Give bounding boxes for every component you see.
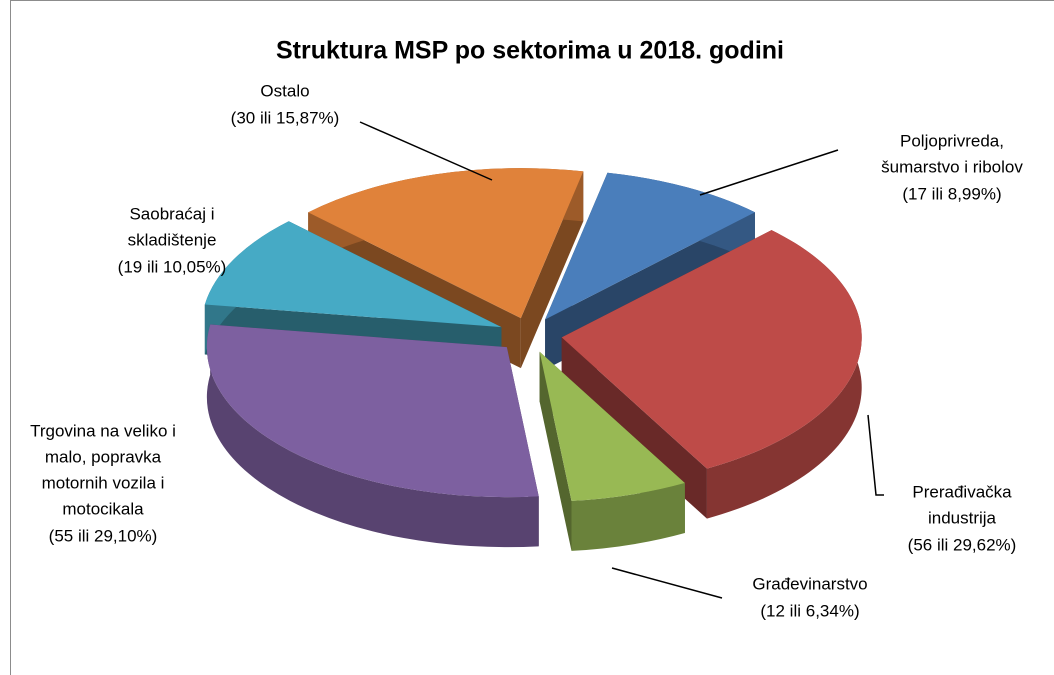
slice-label: Poljoprivreda, (900, 131, 1004, 150)
slice-label: Prerađivačka (912, 482, 1012, 501)
slice-label: šumarstvo i ribolov (881, 157, 1023, 176)
value-label: (17 ili 8,99%) (902, 184, 1001, 203)
slice-label: motornih vozila i (42, 473, 165, 492)
slice-label: Saobraćaj i (129, 204, 214, 223)
slice-label: motocikala (62, 499, 144, 518)
slice-label: Trgovina na veliko i (30, 421, 176, 440)
value-label: (55 ili 29,10%) (49, 526, 158, 545)
value-label: (12 ili 6,34%) (760, 601, 859, 620)
leader-line (867, 414, 884, 496)
slice (561, 230, 862, 469)
slice-label: Ostalo (260, 81, 309, 100)
slice-label: malo, popravka (45, 447, 162, 466)
slice-group (206, 324, 539, 548)
slice (206, 324, 539, 498)
slice (539, 351, 685, 501)
slice-side (206, 324, 539, 548)
value-label: (30 ili 15,87%) (231, 108, 340, 127)
slice-side (520, 171, 584, 369)
slice-label: skladištenje (128, 230, 217, 249)
leader-line (611, 567, 723, 599)
leader-line (699, 149, 839, 196)
leader-line (359, 121, 493, 181)
value-label: (19 ili 10,05%) (118, 257, 227, 276)
chart-title: Struktura MSP po sektorima u 2018. godin… (276, 37, 784, 65)
slice-side (539, 351, 572, 551)
slice-side (571, 483, 685, 551)
value-label: (56 ili 29,62%) (908, 535, 1017, 554)
slice-label: Građevinarstvo (752, 574, 867, 593)
slice (545, 172, 755, 320)
slice-label: industrija (928, 508, 997, 527)
slice-group (539, 351, 685, 551)
slice (204, 221, 502, 328)
slice (308, 168, 584, 319)
